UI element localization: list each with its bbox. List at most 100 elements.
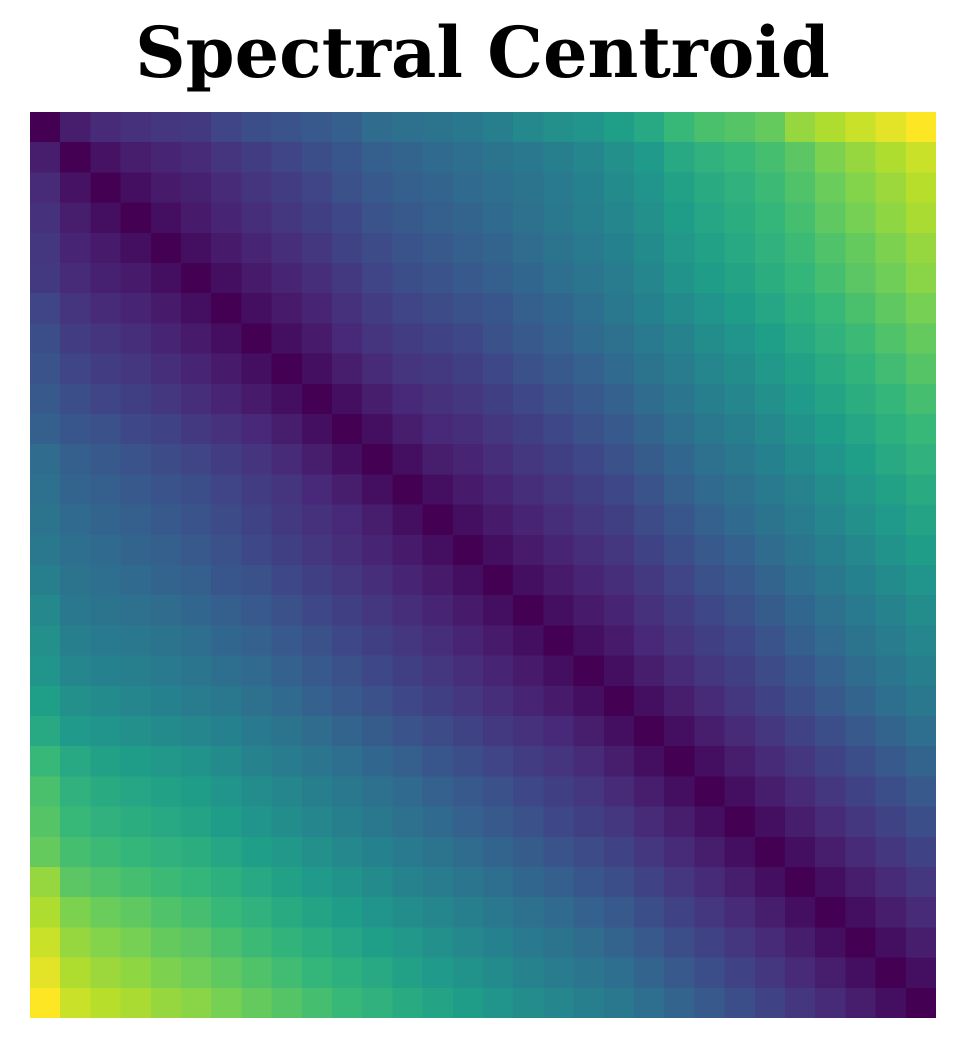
heatmap-cell-r21-c23 <box>724 746 756 777</box>
heatmap-cell-r8-c1 <box>60 353 91 385</box>
heatmap-cell-r27-c22 <box>694 927 726 959</box>
heatmap-cell-r3-c27 <box>845 202 877 234</box>
heatmap-cell-r7-c26 <box>815 323 846 355</box>
heatmap-cell-r6-c19 <box>603 293 635 324</box>
heatmap-cell-r4-c8 <box>271 232 303 264</box>
heatmap-cell-r27-c5 <box>181 927 212 959</box>
heatmap-cell-r6-c27 <box>845 293 877 324</box>
heatmap-cell-r27-c3 <box>120 927 152 959</box>
heatmap-cell-r24-c0 <box>30 836 61 868</box>
heatmap-cell-r18-c25 <box>785 655 816 687</box>
heatmap-cell-r13-c19 <box>603 504 635 536</box>
heatmap-cell-r0-c14 <box>452 112 484 143</box>
heatmap-cell-r20-c8 <box>271 716 303 747</box>
heatmap-cell-r29-c2 <box>90 987 122 1018</box>
heatmap-cell-r13-c29 <box>905 504 936 536</box>
heatmap-cell-r27-c28 <box>875 927 907 959</box>
heatmap-cell-r22-c19 <box>603 776 635 808</box>
heatmap-cell-r11-c22 <box>694 444 726 475</box>
heatmap-cell-r12-c1 <box>60 474 91 506</box>
heatmap-cell-r20-c13 <box>422 716 454 747</box>
heatmap-cell-r4-c12 <box>392 232 424 264</box>
heatmap-cell-r16-c15 <box>483 595 514 626</box>
heatmap-cell-r2-c26 <box>815 172 846 204</box>
heatmap-cell-r1-c15 <box>483 142 514 173</box>
heatmap-cell-r16-c26 <box>815 595 846 626</box>
heatmap-cell-r13-c25 <box>785 504 816 536</box>
heatmap-cell-r10-c28 <box>875 414 907 445</box>
heatmap-cell-r28-c19 <box>603 957 635 989</box>
heatmap-cell-r5-c26 <box>815 263 846 294</box>
heatmap-cell-r13-c18 <box>573 504 605 536</box>
heatmap-cell-r26-c9 <box>301 897 333 928</box>
heatmap-cell-r14-c24 <box>754 534 786 566</box>
heatmap-cell-r14-c25 <box>785 534 816 566</box>
heatmap-cell-r2-c9 <box>301 172 333 204</box>
heatmap-cell-r1-c19 <box>603 142 635 173</box>
heatmap-cell-r17-c27 <box>845 625 877 657</box>
heatmap-cell-r4-c25 <box>785 232 816 264</box>
heatmap-cell-r13-c13 <box>422 504 454 536</box>
heatmap-cell-r20-c29 <box>905 716 936 747</box>
heatmap-cell-r8-c12 <box>392 353 424 385</box>
heatmap-cell-r27-c9 <box>301 927 333 959</box>
heatmap-cell-r17-c26 <box>815 625 846 657</box>
heatmap-cell-r9-c14 <box>452 383 484 415</box>
heatmap-cell-r29-c23 <box>724 987 756 1018</box>
heatmap-cell-r24-c6 <box>211 836 242 868</box>
heatmap-cell-r8-c11 <box>362 353 393 385</box>
heatmap-cell-r2-c28 <box>875 172 907 204</box>
heatmap-cell-r12-c13 <box>422 474 454 506</box>
heatmap-cell-r25-c21 <box>664 867 695 898</box>
heatmap-cell-r18-c10 <box>332 655 363 687</box>
heatmap-cell-r7-c23 <box>724 323 756 355</box>
heatmap-cell-r12-c24 <box>754 474 786 506</box>
heatmap-cell-r1-c23 <box>724 142 756 173</box>
heatmap-cell-r14-c23 <box>724 534 756 566</box>
heatmap-cell-r23-c15 <box>483 806 514 838</box>
heatmap-cell-r16-c6 <box>211 595 242 626</box>
heatmap-cell-r19-c2 <box>90 685 122 717</box>
heatmap-cell-r5-c13 <box>422 263 454 294</box>
heatmap-cell-r6-c23 <box>724 293 756 324</box>
heatmap-cell-r16-c22 <box>694 595 726 626</box>
heatmap-cell-r20-c21 <box>664 716 695 747</box>
heatmap-cell-r19-c29 <box>905 685 936 717</box>
heatmap-cell-r13-c21 <box>664 504 695 536</box>
heatmap-cell-r14-c6 <box>211 534 242 566</box>
heatmap-cell-r21-c1 <box>60 746 91 777</box>
heatmap-cell-r24-c17 <box>543 836 575 868</box>
heatmap-cells <box>30 112 936 1018</box>
heatmap-cell-r4-c11 <box>362 232 393 264</box>
heatmap-cell-r23-c9 <box>301 806 333 838</box>
heatmap-cell-r27-c14 <box>452 927 484 959</box>
heatmap-cell-r24-c20 <box>634 836 665 868</box>
heatmap-cell-r15-c18 <box>573 565 605 596</box>
heatmap-cell-r0-c8 <box>271 112 303 143</box>
heatmap-cell-r15-c4 <box>150 565 182 596</box>
heatmap-cell-r16-c20 <box>634 595 665 626</box>
heatmap-cell-r12-c0 <box>30 474 61 506</box>
heatmap-cell-r22-c6 <box>211 776 242 808</box>
heatmap-cell-r7-c2 <box>90 323 122 355</box>
heatmap-cell-r28-c29 <box>905 957 936 989</box>
heatmap-cell-r11-c2 <box>90 444 122 475</box>
heatmap-cell-r14-c21 <box>664 534 695 566</box>
heatmap-cell-r28-c24 <box>754 957 786 989</box>
heatmap-cell-r0-c23 <box>724 112 756 143</box>
heatmap-cell-r23-c18 <box>573 806 605 838</box>
heatmap-cell-r8-c27 <box>845 353 877 385</box>
heatmap-cell-r12-c11 <box>362 474 393 506</box>
heatmap-cell-r13-c16 <box>513 504 544 536</box>
heatmap-cell-r14-c11 <box>362 534 393 566</box>
heatmap-cell-r3-c18 <box>573 202 605 234</box>
heatmap-cell-r16-c13 <box>422 595 454 626</box>
heatmap-cell-r10-c5 <box>181 414 212 445</box>
heatmap-cell-r29-c21 <box>664 987 695 1018</box>
heatmap-cell-r23-c8 <box>271 806 303 838</box>
heatmap-cell-r29-c17 <box>543 987 575 1018</box>
heatmap-cell-r27-c25 <box>785 927 816 959</box>
heatmap-cell-r17-c19 <box>603 625 635 657</box>
heatmap-cell-r12-c12 <box>392 474 424 506</box>
heatmap-cell-r14-c20 <box>634 534 665 566</box>
